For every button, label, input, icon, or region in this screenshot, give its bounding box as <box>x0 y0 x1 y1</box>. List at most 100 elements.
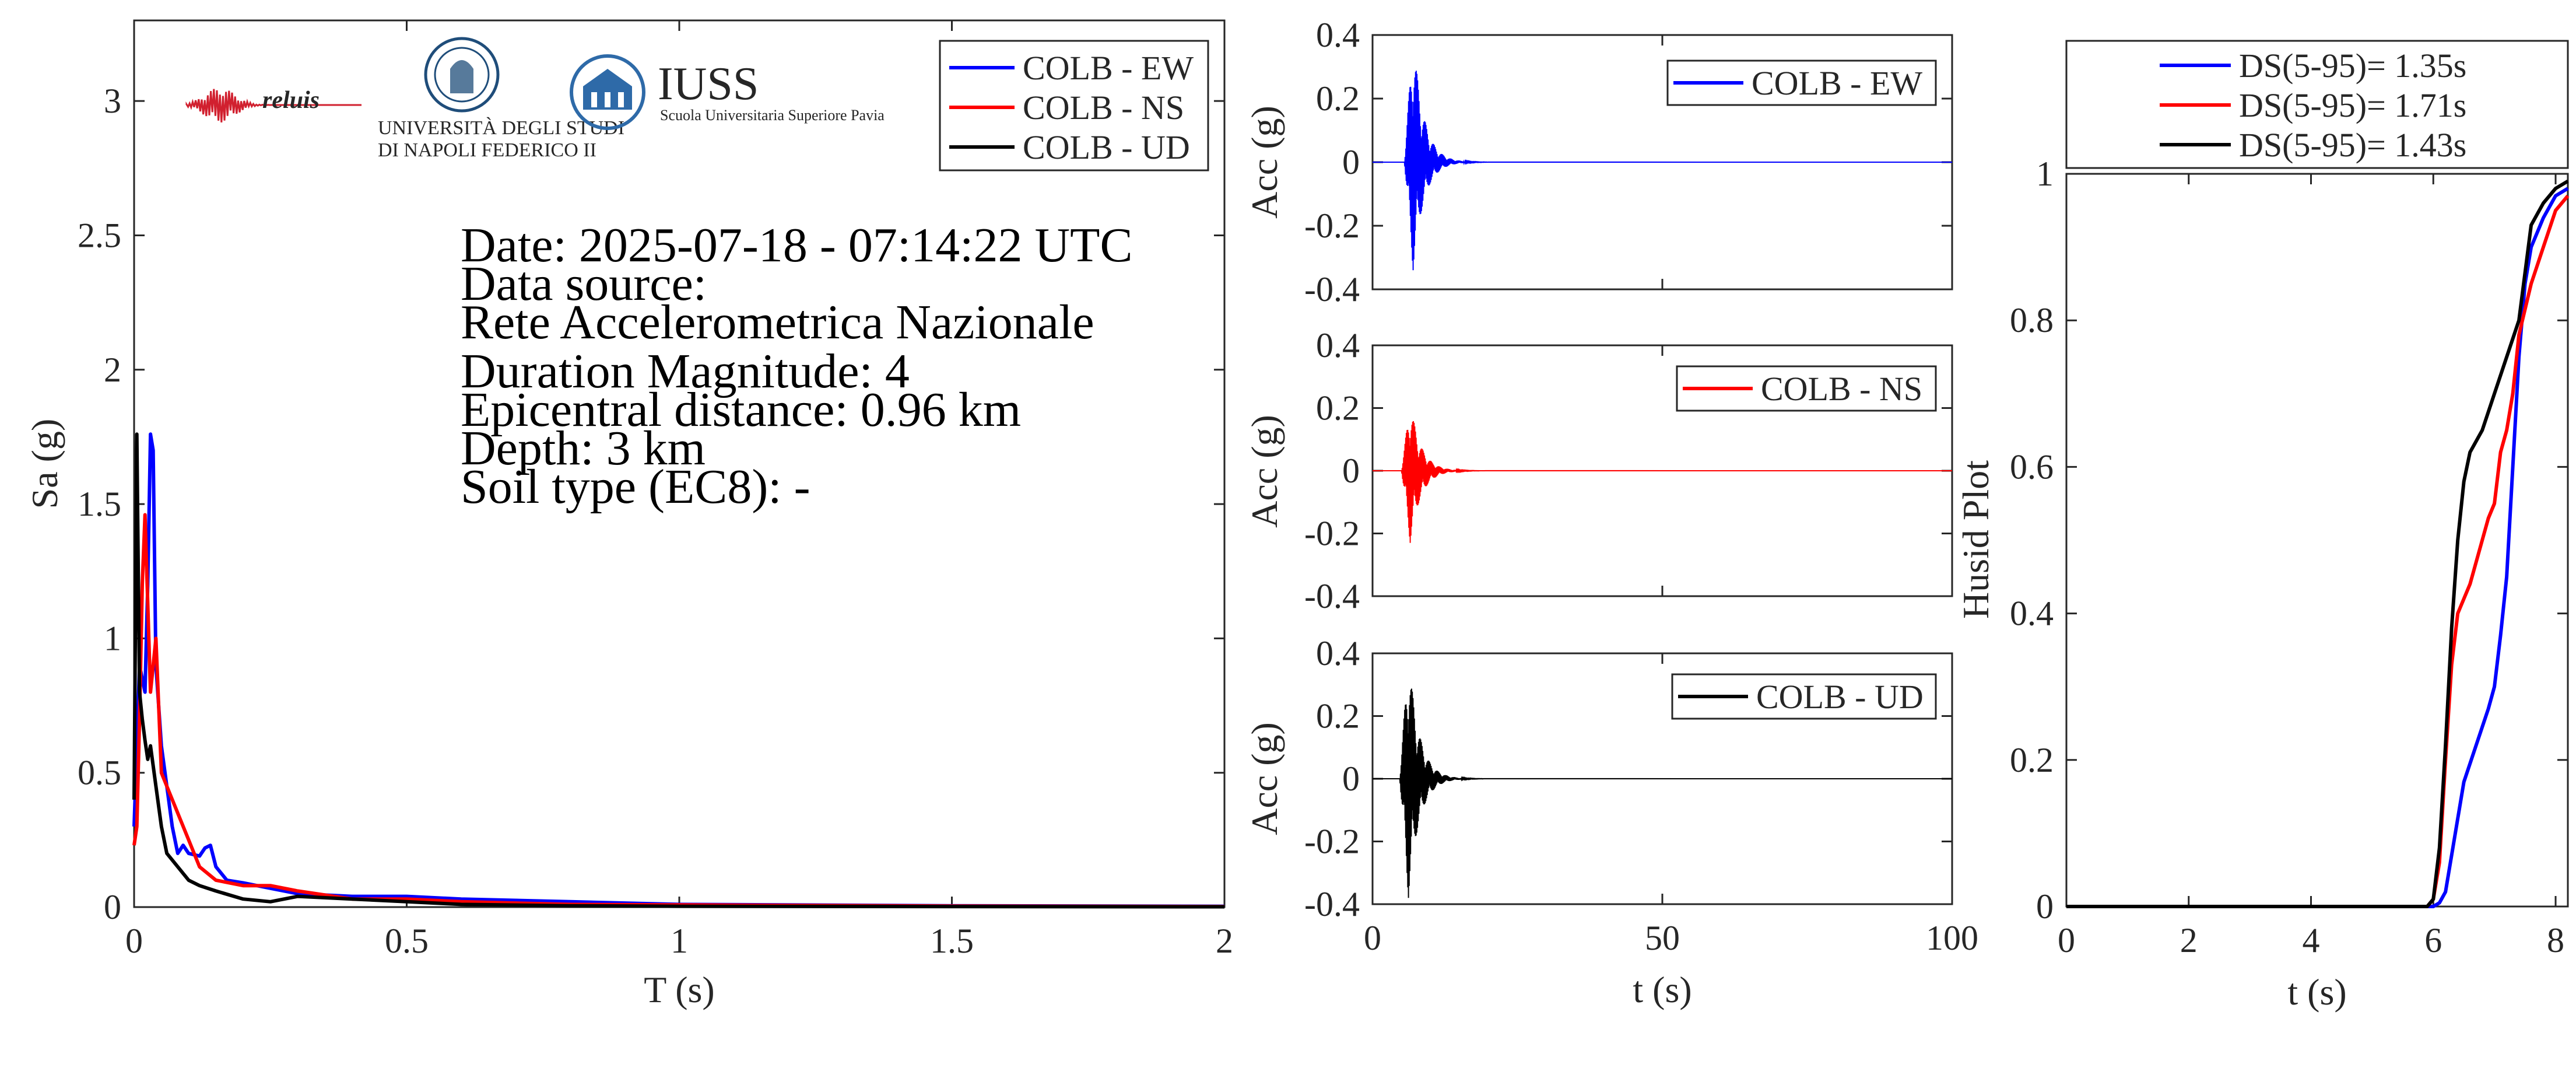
iuss-mark-ring <box>570 54 645 130</box>
iuss-subtitle: Scuola Universitaria Superiore Pavia <box>660 107 885 124</box>
reluis-logo: reluis <box>185 87 362 123</box>
acc-ew-ytick-label: 0.2 <box>1316 79 1360 118</box>
spectrum-ytick-label: 0 <box>104 888 121 926</box>
husid-xtick-label: 6 <box>2424 921 2442 960</box>
unina-seal-inner <box>434 47 490 103</box>
husid-panel: 0 0.2 0.4 0.6 0.8 1 0 2 4 6 8 DS(5-95)= 1.35s DS(5… <box>1955 40 2570 1013</box>
info-source-label: Data source: <box>461 257 707 311</box>
acc-ud-panel: -0.4-0.200.20.40 50 100 COLB - UD Acc (g) … <box>1244 634 1978 1010</box>
acc-ns-legend[interactable]: COLB - NS <box>1676 365 1937 412</box>
husid-plot-area <box>2065 173 2569 908</box>
spectrum-ytick-label: 1 <box>104 619 121 657</box>
acc-ns-ytick-label: 0 <box>1342 452 1360 490</box>
info-source: Rete Accelerometrica Nazionale <box>461 295 1094 349</box>
husid-legend-label-ew: DS(5-95)= 1.35s <box>2239 47 2466 85</box>
acc-ew-ytick-label: 0 <box>1342 143 1360 181</box>
husid-ylabel: Husid Plot <box>1955 460 1996 619</box>
iuss-mark-window-1 <box>591 92 597 107</box>
acc-ew-ylabel: Acc (g) <box>1244 106 1285 219</box>
husid-xtick-label: 2 <box>2180 921 2198 960</box>
spectrum-xtick-label: 0 <box>125 922 143 960</box>
spectrum-ytick-label: 1.5 <box>78 485 121 523</box>
acc-ns-ylabel: Acc (g) <box>1244 415 1285 528</box>
info-date: Date: 2025-07-18 - 07:14:22 UTC <box>461 218 1133 272</box>
unina-line2: DI NAPOLI FEDERICO II <box>378 139 596 161</box>
husid-ytick-label: 0.2 <box>2010 741 2054 779</box>
spectrum-ytick-label: 2 <box>104 351 121 389</box>
acc-ud-ytick-label: 0.2 <box>1316 697 1360 736</box>
acc-ew-ytick-label: -0.4 <box>1304 270 1360 309</box>
spectrum-ytick-label: 0.5 <box>78 754 121 792</box>
acc-ns-ytick-label: -0.4 <box>1304 577 1360 615</box>
acc-ew-trace <box>1373 71 1953 271</box>
husid-series-line-0 <box>2066 187 2569 908</box>
acc-ew-ytick-label: 0.4 <box>1316 16 1360 54</box>
acc-ud-ylabel: Acc (g) <box>1244 722 1285 835</box>
acc-ew-ticks: -0.4 -0.2 0 0.2 0.4 <box>1304 16 1953 309</box>
acc-ud-trace <box>1373 688 1953 898</box>
acc-xlabel: t (s) <box>1633 969 1691 1010</box>
spectrum-xtick-label: 2 <box>1216 922 1233 960</box>
acc-ud-ytick-label: 0 <box>1342 760 1360 798</box>
spectrum-xtick-label: 0.5 <box>385 922 429 960</box>
husid-ytick-label: 0.6 <box>2010 447 2054 486</box>
husid-legend-label-ns: DS(5-95)= 1.71s <box>2239 86 2466 124</box>
acc-ns-panel: -0.4 -0.2 0 0.2 0.4 COLB - NS Acc (g) <box>1244 326 1953 615</box>
husid-xtick-label: 4 <box>2303 921 2320 960</box>
husid-ticks: 0 0.2 0.4 0.6 0.8 1 0 2 4 6 8 <box>2010 155 2568 960</box>
acc-ud-ticks: -0.4 -0.2 0 0.2 0.4 0 50 100 <box>1304 634 1978 957</box>
spectrum-ytick-label: 2.5 <box>78 216 121 254</box>
spectrum-series-line-0 <box>132 432 1225 908</box>
acc-ud-xtick-label: 0 <box>1364 919 1381 957</box>
acc-ns-ytick-label: -0.2 <box>1304 514 1360 553</box>
spectrum-xtick-label: 1.5 <box>930 922 974 960</box>
husid-lines <box>2066 180 2570 908</box>
info-depth: Depth: 3 km <box>461 421 706 475</box>
unina-seal-outer <box>424 37 500 113</box>
husid-xlabel: t (s) <box>2287 971 2346 1013</box>
spectrum-series-line-1 <box>132 513 1225 909</box>
husid-legend-label-ud: DS(5-95)= 1.43s <box>2239 126 2466 164</box>
husid-xtick-label: 8 <box>2547 921 2564 960</box>
response-spectrum-panel: 00.511.522.530 0.5 1 1.5 2 reluis UNIVERSITÀ… <box>24 19 1233 1010</box>
acc-ew-legend[interactable]: COLB - EW <box>1666 60 1937 106</box>
legend-label-ud: COLB - UD <box>1023 128 1190 166</box>
reluis-wordmark: reluis <box>262 87 320 114</box>
info-soil: Soil type (EC8): - <box>461 460 810 514</box>
iuss-mark-window-2 <box>605 92 610 107</box>
event-info: Date: 2025-07-18 - 07:14:22 UTC Data sou… <box>461 218 1133 514</box>
acc-ns-trace <box>1373 421 1953 543</box>
spectrum-xlabel: T (s) <box>644 969 714 1010</box>
acc-ud-ytick-label: -0.4 <box>1304 885 1360 923</box>
acc-ew-panel: -0.4 -0.2 0 0.2 0.4 COLB - EW Acc (g) <box>1244 16 1953 309</box>
husid-legend[interactable]: DS(5-95)= 1.35s DS(5-95)= 1.71s DS(5-95)… <box>2065 40 2569 169</box>
spectrum-legend[interactable]: COLB - EW COLB - NS COLB - UD <box>939 40 1209 172</box>
spectrum-ylabel: Sa (g) <box>24 419 65 509</box>
spectrum-xtick-label: 1 <box>671 922 688 960</box>
spectrum-ticks: 0 0.5 1 1.5 2 2.5 3 0 0.5 1 1.5 2 <box>78 20 1233 960</box>
husid-ytick-label: 0.4 <box>2010 594 2054 633</box>
acc-ud-legend-label: COLB - UD <box>1756 678 1924 716</box>
husid-ytick-label: 0.8 <box>2010 301 2054 340</box>
spectrum-ytick-label: 3 <box>104 82 121 120</box>
acc-ew-legend-box <box>1666 60 1937 106</box>
spectrum-series-line-2 <box>132 432 1225 909</box>
acc-ud-ytick-label: -0.2 <box>1304 822 1360 861</box>
acc-ud-xtick-label: 50 <box>1645 919 1680 957</box>
info-magnitude: Duration Magnitude: 4 <box>461 344 910 398</box>
legend-label-ew: COLB - EW <box>1023 49 1194 87</box>
unina-seal-figure <box>450 60 473 93</box>
iuss-mark-window-3 <box>618 92 624 107</box>
husid-series-line-2 <box>2066 180 2569 908</box>
acc-ns-ytick-label: 0.2 <box>1316 389 1360 428</box>
husid-ytick-label: 1 <box>2036 155 2054 193</box>
acc-ns-ytick-label: 0.4 <box>1316 326 1360 365</box>
acc-ns-legend-label: COLB - NS <box>1761 370 1922 408</box>
legend-label-ns: COLB - NS <box>1023 89 1184 127</box>
acc-ew-legend-label: COLB - EW <box>1752 64 1922 102</box>
acc-ew-ytick-label: -0.2 <box>1304 206 1360 245</box>
acc-ud-legend[interactable]: COLB - UD <box>1671 673 1937 720</box>
spectrum-lines <box>132 432 1225 909</box>
iuss-logo: IUSS Scuola Universitaria Superiore Pavi… <box>570 54 885 130</box>
